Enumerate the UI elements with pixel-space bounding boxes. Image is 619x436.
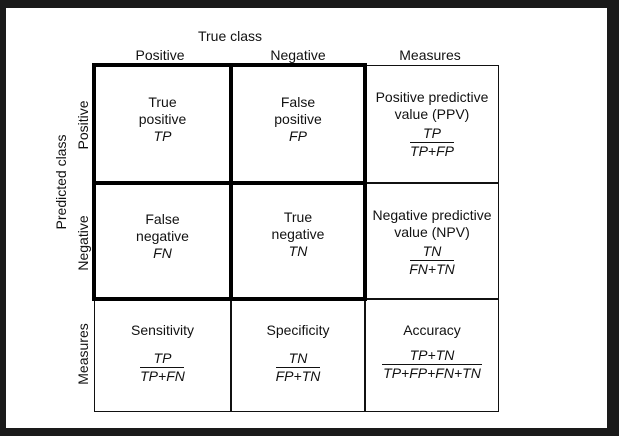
row-header-measures: Measures xyxy=(75,323,91,385)
accuracy-numerator: TP+TN xyxy=(409,347,455,363)
sensitivity-formula: TP TP+FN xyxy=(140,351,185,384)
cell-true-positive: True positive TP xyxy=(94,65,231,183)
cell-false-positive: False positive FP xyxy=(231,65,365,183)
ppv-denominator: TP+FP xyxy=(410,143,454,159)
fn-line1: False xyxy=(145,211,180,227)
npv-formula: TN FN+TN xyxy=(409,244,455,277)
cell-ppv: Positive predictive value (PPV) TP TP+FP xyxy=(365,65,499,183)
fp-line1: False xyxy=(280,94,316,110)
cell-false-negative: False negative FN xyxy=(94,183,231,299)
sensitivity-label: Sensitivity xyxy=(130,322,195,338)
cell-true-negative: True negative TN xyxy=(231,183,365,299)
row-header-positive: Positive xyxy=(75,100,91,150)
ppv-numerator: TP xyxy=(423,125,441,141)
accuracy-denominator: TP+FP+FN+TN xyxy=(383,365,481,381)
row-header-negative: Negative xyxy=(75,215,91,271)
column-header-positive: Positive xyxy=(135,47,185,63)
cell-specificity: Specificity TN FP+TN xyxy=(231,299,365,412)
ppv-fraction-bar xyxy=(410,142,454,143)
specificity-denominator: FP+TN xyxy=(275,368,321,384)
specificity-fraction-bar xyxy=(275,367,320,368)
ppv-line2: value (PPV) xyxy=(394,106,470,122)
tn-abbr: TN xyxy=(288,243,308,259)
specificity-label: Specificity xyxy=(266,322,330,338)
npv-line2: value (NPV) xyxy=(394,224,470,240)
column-header-negative: Negative xyxy=(270,47,326,63)
ppv-line1: Positive predictive xyxy=(375,89,489,105)
accuracy-fraction-bar xyxy=(382,364,482,365)
column-header-measures: Measures xyxy=(399,47,461,63)
cell-npv: Negative predictive value (NPV) TN FN+TN xyxy=(365,183,499,299)
fp-abbr: FP xyxy=(289,128,307,144)
fn-abbr: FN xyxy=(153,245,172,261)
confusion-matrix-diagram: True class Positive Negative Measures Pr… xyxy=(6,8,607,428)
specificity-numerator: TN xyxy=(288,350,308,366)
sensitivity-fraction-bar xyxy=(140,367,185,368)
sensitivity-numerator: TP xyxy=(153,350,172,366)
tn-line2: negative xyxy=(271,226,325,242)
ppv-formula: TP TP+FP xyxy=(410,126,454,159)
npv-denominator: FN+TN xyxy=(409,261,455,277)
npv-line1: Negative predictive xyxy=(372,207,492,223)
tp-line2: positive xyxy=(138,111,187,127)
tp-abbr: TP xyxy=(153,128,172,144)
predicted-class-label: Predicted class xyxy=(53,134,69,230)
accuracy-label: Accuracy xyxy=(403,322,461,338)
specificity-formula: TN FP+TN xyxy=(276,351,321,384)
fp-line2: positive xyxy=(274,111,322,127)
true-class-label: True class xyxy=(197,28,263,44)
fn-line2: negative xyxy=(136,228,189,244)
accuracy-formula: TP+TN TP+FP+FN+TN xyxy=(382,348,482,381)
tp-line1: True xyxy=(148,94,177,110)
cell-accuracy: Accuracy TP+TN TP+FP+FN+TN xyxy=(365,299,499,412)
npv-numerator: TN xyxy=(422,243,442,259)
cell-sensitivity: Sensitivity TP TP+FN xyxy=(94,299,231,412)
npv-fraction-bar xyxy=(410,260,454,261)
sensitivity-denominator: TP+FN xyxy=(140,368,185,384)
tn-line1: True xyxy=(283,209,313,225)
